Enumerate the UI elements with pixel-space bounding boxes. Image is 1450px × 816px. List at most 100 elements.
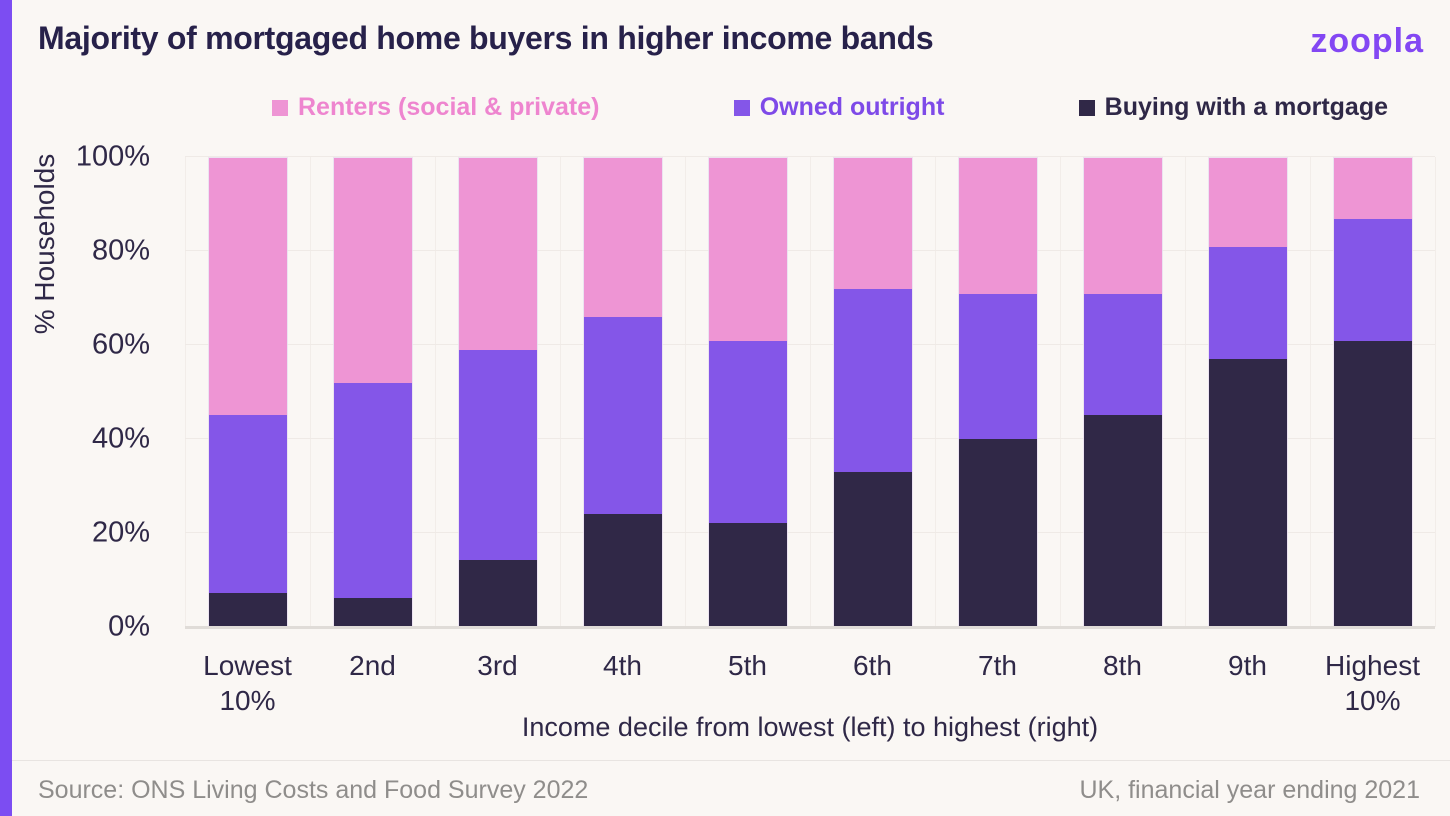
bar-segment-renters-social-private- <box>1333 158 1412 219</box>
v-gridline <box>310 157 311 627</box>
y-tick-label-0: 0% <box>108 610 150 643</box>
page-title: Majority of mortgaged home buyers in hig… <box>38 20 934 56</box>
legend-label: Renters (social & private) <box>298 93 600 121</box>
bar-segment-buying-with-a-mortgage <box>333 597 412 626</box>
bar-segment-owned-outright <box>1083 293 1162 416</box>
mortgage-swatch-icon <box>1078 99 1095 116</box>
bar-segment-owned-outright <box>958 293 1037 439</box>
h-gridline-60 <box>185 344 1435 345</box>
v-gridline <box>685 157 686 627</box>
bar-segment-owned-outright <box>458 349 537 561</box>
bar-segment-renters-social-private- <box>208 158 287 416</box>
bar-segment-renters-social-private- <box>833 158 912 290</box>
stacked-bar-3rd <box>457 157 538 627</box>
stacked-bar-highest-10- <box>1332 157 1413 627</box>
plot-area <box>185 156 1436 629</box>
bar-segment-renters-social-private- <box>708 158 787 341</box>
stacked-bar-2nd <box>332 157 413 627</box>
y-tick-label-20: 20% <box>91 516 150 549</box>
stacked-bar-lowest-10- <box>207 157 288 627</box>
source-note: Source: ONS Living Costs and Food Survey… <box>38 776 589 804</box>
bars-container <box>185 157 1435 627</box>
bar-slot-highest-10- <box>1310 157 1435 627</box>
bar-segment-renters-social-private- <box>1208 158 1287 247</box>
bar-segment-buying-with-a-mortgage <box>708 523 787 626</box>
legend-item-owned-outright: Owned outright <box>733 93 945 122</box>
bar-slot-9th <box>1185 157 1310 627</box>
bar-segment-buying-with-a-mortgage <box>1333 340 1412 626</box>
y-tick-label-80: 80% <box>91 234 150 267</box>
x-tick-label-2nd: 2nd <box>349 650 396 681</box>
renters-swatch-icon <box>272 99 288 116</box>
legend-item-mortgage: Buying with a mortgage <box>1078 93 1388 122</box>
h-gridline-20 <box>185 532 1435 533</box>
bar-segment-buying-with-a-mortgage <box>1208 359 1287 626</box>
v-gridline <box>1060 157 1061 627</box>
bar-segment-renters-social-private- <box>958 158 1037 294</box>
bar-segment-buying-with-a-mortgage <box>458 560 537 626</box>
legend-item-renters: Renters (social & private) <box>272 93 600 122</box>
h-gridline-40 <box>185 438 1435 439</box>
bar-slot-8th <box>1060 157 1185 627</box>
v-gridline <box>560 157 561 627</box>
legend-label: Owned outright <box>759 93 945 121</box>
x-tick-label-4th: 4th <box>603 650 642 681</box>
v-gridline <box>185 157 186 627</box>
bar-segment-buying-with-a-mortgage <box>958 438 1037 626</box>
stacked-bar-8th <box>1082 157 1163 627</box>
v-gridline <box>435 157 436 627</box>
bar-segment-buying-with-a-mortgage <box>583 513 662 626</box>
bar-slot-4th <box>560 157 685 627</box>
legend-label: Buying with a mortgage <box>1104 93 1388 121</box>
bar-segment-renters-social-private- <box>1083 158 1162 294</box>
bar-segment-buying-with-a-mortgage <box>1083 415 1162 626</box>
zoopla-logo: zoopla <box>1310 22 1424 60</box>
y-tick-label-40: 40% <box>91 422 150 455</box>
bar-slot-3rd <box>435 157 560 627</box>
bar-slot-6th <box>810 157 935 627</box>
x-tick-label-3rd: 3rd <box>477 650 518 681</box>
bar-segment-owned-outright <box>708 340 787 524</box>
bar-segment-owned-outright <box>833 289 912 472</box>
bar-segment-renters-social-private- <box>458 158 537 350</box>
bar-slot-lowest-10- <box>185 157 310 627</box>
x-tick-label-8th: 8th <box>1103 650 1142 681</box>
bar-segment-buying-with-a-mortgage <box>833 471 912 626</box>
footer-divider <box>12 760 1450 761</box>
x-tick-label-highest-10-: Highest 10% <box>1325 650 1420 716</box>
bar-slot-5th <box>685 157 810 627</box>
brand-accent-stripe <box>0 0 12 816</box>
bar-segment-renters-social-private- <box>333 158 412 383</box>
stacked-bar-9th <box>1207 157 1288 627</box>
x-tick-label-6th: 6th <box>853 650 892 681</box>
bar-segment-renters-social-private- <box>583 158 662 318</box>
v-gridline <box>1185 157 1186 627</box>
v-gridline <box>935 157 936 627</box>
x-tick-label-9th: 9th <box>1228 650 1267 681</box>
bar-segment-owned-outright <box>208 415 287 594</box>
x-axis-tick-labels: Lowest 10% 2nd 3rd 4th 5th 6th 7th 8th 9th Highes… <box>185 648 1435 718</box>
h-gridline-100 <box>185 156 1435 157</box>
x-axis-title: Income decile from lowest (left) to high… <box>521 712 1099 742</box>
stacked-bar-5th <box>707 157 788 627</box>
stacked-bar-6th <box>832 157 913 627</box>
bar-segment-buying-with-a-mortgage <box>208 593 287 626</box>
owned-outright-swatch-icon <box>733 99 750 116</box>
bar-segment-owned-outright <box>333 382 412 598</box>
x-tick-label-7th: 7th <box>978 650 1017 681</box>
stacked-bar-4th <box>582 157 663 627</box>
bar-segment-owned-outright <box>583 317 662 514</box>
x-tick-label-5th: 5th <box>728 650 767 681</box>
bar-slot-2nd <box>310 157 435 627</box>
h-gridline-80 <box>185 250 1435 251</box>
bar-segment-owned-outright <box>1333 218 1412 341</box>
bar-slot-7th <box>935 157 1060 627</box>
y-tick-label-100: 100% <box>75 140 150 173</box>
stacked-bar-7th <box>957 157 1038 627</box>
bar-segment-owned-outright <box>1208 246 1287 360</box>
v-gridline <box>810 157 811 627</box>
coverage-note: UK, financial year ending 2021 <box>1079 776 1420 804</box>
x-tick-label-lowest-10-: Lowest 10% <box>203 650 292 716</box>
chart-legend: Renters (social & private) Owned outrigh… <box>272 93 1388 122</box>
